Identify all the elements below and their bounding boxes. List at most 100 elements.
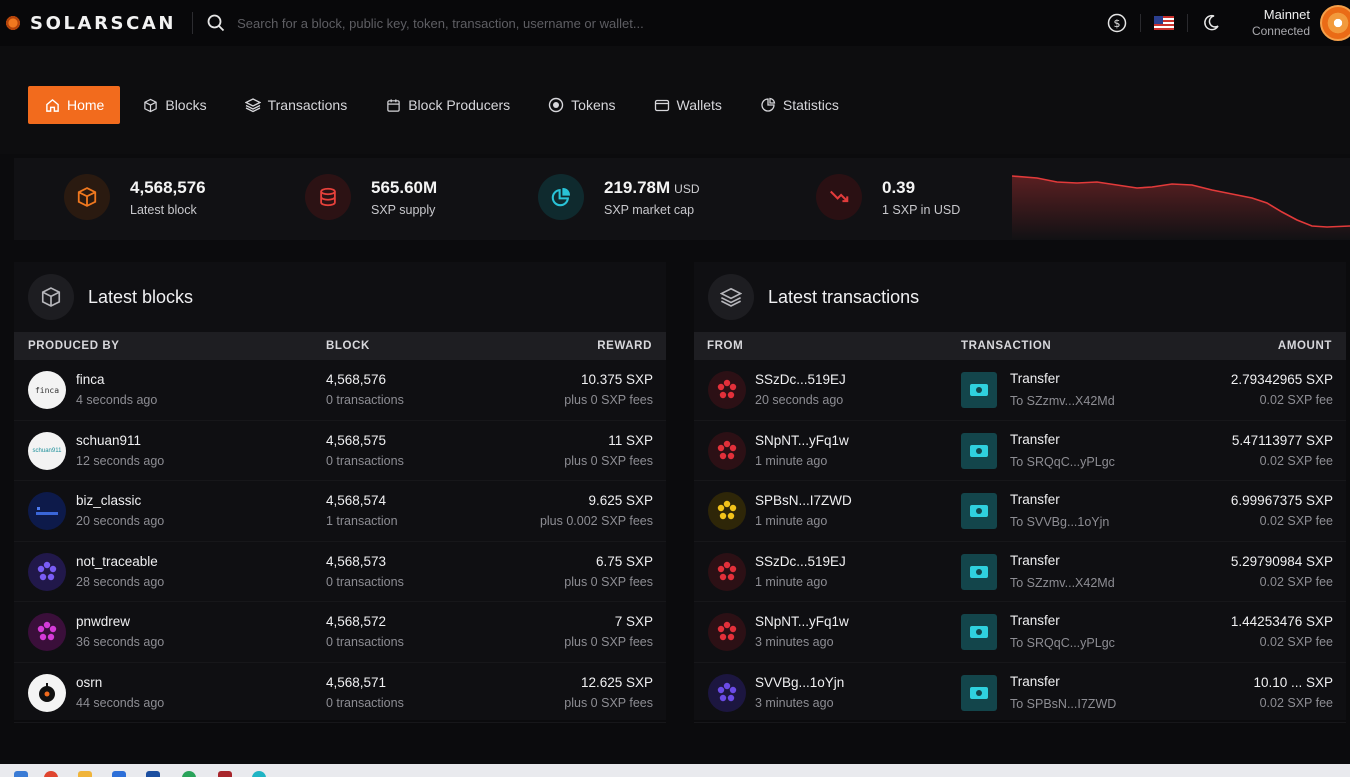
stat-latest-block[interactable]: 4,568,576 Latest block	[64, 174, 206, 220]
stat-market-cap[interactable]: 219.78M USD SXP market cap	[538, 174, 700, 220]
producer-name[interactable]: pnwdrew	[76, 614, 131, 629]
producer-name[interactable]: schuan911	[76, 432, 142, 448]
producer-name[interactable]: finca	[76, 372, 105, 387]
block-time: 12 seconds ago	[76, 453, 165, 468]
main-nav: Home Blocks Transactions Block Producers…	[0, 46, 1350, 154]
stats-bar: 4,568,576 Latest block 565.60M SXP suppl…	[14, 158, 1350, 240]
tx-amount: 10.10 ... SXP	[1253, 674, 1333, 690]
taskbar-app-icon[interactable]	[218, 771, 232, 777]
table-row[interactable]: schuan911 schuan911 12 seconds ago 4,568…	[14, 421, 666, 481]
block-tx-count: 0 transactions	[326, 453, 404, 468]
block-tx-count: 0 transactions	[326, 695, 404, 710]
nav-statistics[interactable]: Statistics	[760, 86, 839, 124]
table-row[interactable]: biz_classic 20 seconds ago 4,568,574 1 t…	[14, 481, 666, 542]
tx-type[interactable]: Transfer	[1010, 613, 1060, 628]
table-row[interactable]: SVVBg...1oYjn 3 minutes ago Transfer To …	[694, 663, 1346, 723]
table-row[interactable]: osrn 44 seconds ago 4,568,571 0 transact…	[14, 663, 666, 723]
tx-recipient[interactable]: To SPBsN...I7ZWD	[1010, 696, 1117, 711]
currency-icon[interactable]: $	[1106, 12, 1128, 34]
tx-recipient[interactable]: To SZzmv...X42Md	[1010, 394, 1115, 408]
producer-name[interactable]: not_traceable	[76, 553, 158, 569]
tx-type[interactable]: Transfer	[1010, 673, 1060, 689]
table-row[interactable]: SSzDc...519EJ 1 minute ago Transfer To S…	[694, 542, 1346, 602]
stat-label: 1 SXP in USD	[882, 202, 961, 217]
sender-address[interactable]: SVVBg...1oYjn	[755, 674, 845, 690]
table-row[interactable]: finca finca 4 seconds ago 4,568,576 0 tr…	[14, 360, 666, 421]
transfer-icon	[961, 372, 997, 408]
tx-recipient[interactable]: To SRQqC...yPLgc	[1010, 454, 1115, 469]
table-row[interactable]: SNpNT...yFq1w 1 minute ago Transfer To S…	[694, 421, 1346, 481]
block-height[interactable]: 4,568,575	[326, 432, 387, 448]
nav-wallets[interactable]: Wallets	[654, 86, 722, 124]
nav-blocks[interactable]: Blocks	[142, 86, 207, 124]
network-name: Mainnet	[1263, 7, 1310, 22]
nav-label: Statistics	[782, 97, 839, 113]
nav-transactions[interactable]: Transactions	[244, 86, 347, 124]
nav-home[interactable]: Home	[28, 86, 121, 124]
network-avatar-icon[interactable]	[1320, 5, 1350, 41]
pie-icon	[538, 174, 584, 220]
taskbar-app-icon[interactable]	[44, 771, 58, 777]
tx-recipient[interactable]: To SRQqC...yPLgc	[1010, 636, 1115, 650]
taskbar-app-icon[interactable]	[146, 771, 160, 777]
sender-address[interactable]: SPBsN...I7ZWD	[755, 493, 852, 508]
nav-block-producers[interactable]: Block Producers	[385, 86, 510, 124]
tx-amount: 1.44253476 SXP	[1230, 614, 1333, 629]
producer-avatar	[28, 492, 66, 530]
table-row[interactable]: SPBsN...I7ZWD 1 minute ago Transfer To S…	[694, 481, 1346, 542]
stat-supply[interactable]: 565.60M SXP supply	[305, 174, 437, 220]
nav-label: Wallets	[676, 97, 722, 113]
block-height[interactable]: 4,568,572	[326, 614, 387, 629]
table-row[interactable]: SNpNT...yFq1w 3 minutes ago Transfer To …	[694, 602, 1346, 663]
latest-blocks-panel: Latest blocks PRODUCED BY BLOCK REWARD f…	[14, 262, 666, 723]
block-height[interactable]: 4,568,571	[326, 674, 387, 690]
block-tx-count: 1 transaction	[326, 514, 398, 528]
stat-price[interactable]: 0.39 1 SXP in USD	[816, 174, 960, 220]
solarscan-logo-icon	[4, 14, 22, 32]
nav-label: Block Producers	[408, 97, 511, 113]
stat-value: 565.60M	[371, 177, 438, 197]
taskbar-app-icon[interactable]	[112, 771, 126, 777]
logo[interactable]: SOLARSCAN	[4, 13, 176, 34]
network-status[interactable]: Mainnet Connected	[1252, 7, 1310, 39]
sender-address[interactable]: SNpNT...yFq1w	[755, 432, 849, 448]
theme-toggle-icon[interactable]	[1200, 12, 1222, 34]
tx-recipient[interactable]: To SVVBg...1oYjn	[1010, 515, 1110, 529]
tx-type[interactable]: Transfer	[1010, 492, 1060, 507]
taskbar-app-icon[interactable]	[14, 771, 28, 777]
nav-tokens[interactable]: Tokens	[548, 86, 616, 124]
divider	[1139, 14, 1141, 32]
tx-time: 1 minute ago	[755, 574, 828, 589]
tx-type[interactable]: Transfer	[1010, 431, 1060, 447]
table-row[interactable]: pnwdrew 36 seconds ago 4,568,572 0 trans…	[14, 602, 666, 663]
panel-title: Latest transactions	[768, 286, 920, 307]
taskbar-app-icon[interactable]	[78, 771, 92, 777]
producer-name[interactable]: biz_classic	[76, 493, 142, 508]
trend-down-icon	[816, 174, 862, 220]
tx-type[interactable]: Transfer	[1010, 371, 1060, 386]
sender-address[interactable]: SNpNT...yFq1w	[755, 614, 849, 629]
block-time: 28 seconds ago	[76, 574, 165, 589]
block-fees: plus 0.002 SXP fees	[539, 514, 653, 528]
block-reward: 9.625 SXP	[588, 493, 653, 508]
producer-name[interactable]: osrn	[76, 674, 103, 690]
taskbar-app-icon[interactable]	[252, 771, 266, 777]
flag-us-icon[interactable]	[1153, 12, 1175, 34]
block-height[interactable]: 4,568,576	[326, 372, 387, 387]
sender-address[interactable]: SSzDc...519EJ	[755, 553, 846, 569]
search-input[interactable]	[237, 15, 758, 31]
table-row[interactable]: SSzDc...519EJ 20 seconds ago Transfer To…	[694, 360, 1346, 421]
block-height[interactable]: 4,568,574	[326, 493, 387, 508]
transfer-icon	[961, 674, 997, 711]
taskbar-app-icon[interactable]	[182, 771, 196, 777]
search-icon[interactable]	[207, 14, 225, 32]
block-height[interactable]: 4,568,573	[326, 553, 387, 569]
block-fees: plus 0 SXP fees	[564, 393, 653, 407]
tx-recipient[interactable]: To SZzmv...X42Md	[1010, 575, 1115, 590]
block-fees: plus 0 SXP fees	[564, 635, 653, 649]
table-row[interactable]: not_traceable 28 seconds ago 4,568,573 0…	[14, 542, 666, 602]
tx-type[interactable]: Transfer	[1010, 552, 1060, 568]
sender-avatar	[708, 492, 746, 530]
column-header: FROM	[707, 340, 744, 352]
sender-address[interactable]: SSzDc...519EJ	[755, 372, 846, 387]
